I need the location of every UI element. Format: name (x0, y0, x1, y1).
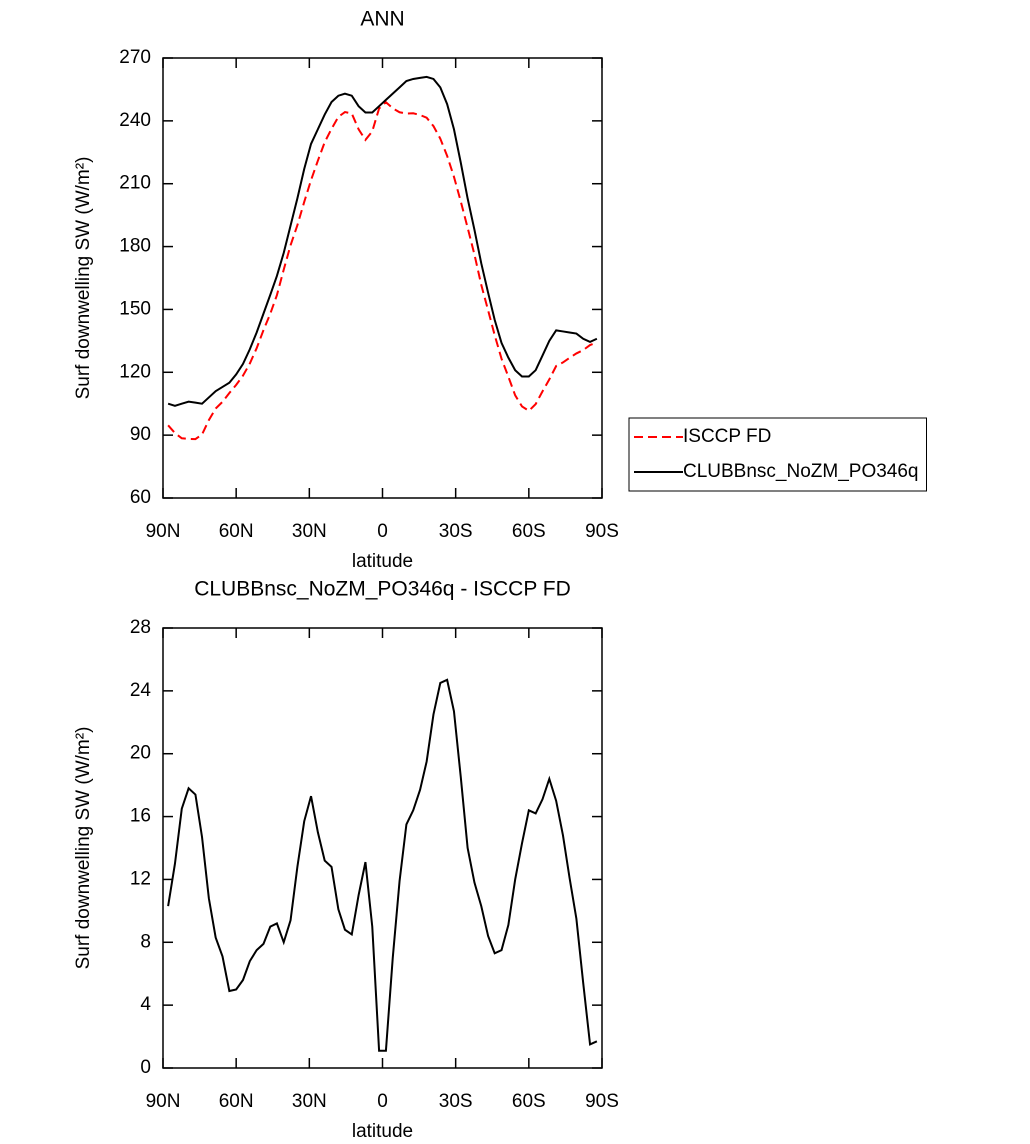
x-tick-label: 30S (439, 521, 473, 542)
y-tick-label: 28 (130, 617, 151, 638)
y-tick-label: 12 (130, 868, 151, 889)
x-tick-label: 90N (146, 521, 181, 542)
x-tick-label: 60N (219, 521, 254, 542)
x-tick-label: 30S (439, 1091, 473, 1112)
legend-label: ISCCP FD (683, 426, 771, 447)
x-tick-label: 0 (377, 521, 388, 542)
series-line (167, 678, 598, 1052)
x-tick-label: 60S (512, 1091, 546, 1112)
y-tick-label: 210 (119, 173, 151, 194)
x-tick-label: 30N (292, 1091, 327, 1112)
y-tick-label: 180 (119, 236, 151, 257)
legend-box (628, 417, 927, 492)
plot-frame (162, 627, 603, 1069)
y-tick-label: 4 (140, 994, 151, 1015)
legend-label: CLUBBnsc_NoZM_PO346q (683, 461, 919, 482)
y-axis-label: Surf downwelling SW (W/m²) (73, 157, 94, 400)
x-tick-label: 90S (585, 1091, 619, 1112)
x-axis-label: latitude (352, 1121, 413, 1142)
y-tick-label: 60 (130, 487, 151, 508)
x-axis-label: latitude (352, 551, 413, 572)
y-tick-label: 240 (119, 110, 151, 131)
x-tick-label: 90N (146, 1091, 181, 1112)
chart-title: ANN (360, 8, 404, 31)
y-axis-label: Surf downwelling SW (W/m²) (73, 727, 94, 970)
series-line (167, 75, 598, 407)
x-tick-label: 60S (512, 521, 546, 542)
plot-frame (162, 57, 603, 499)
x-tick-label: 30N (292, 521, 327, 542)
x-tick-label: 60N (219, 1091, 254, 1112)
x-tick-label: 0 (377, 1091, 388, 1112)
y-tick-label: 8 (140, 931, 151, 952)
y-tick-label: 24 (130, 680, 152, 701)
y-tick-label: 16 (130, 806, 151, 827)
chart-title: CLUBBnsc_NoZM_PO346q - ISCCP FD (194, 578, 571, 601)
y-tick-label: 90 (130, 424, 151, 445)
x-tick-label: 90S (585, 521, 619, 542)
y-tick-label: 150 (119, 298, 151, 319)
y-tick-label: 20 (130, 743, 151, 764)
y-tick-label: 270 (119, 47, 151, 68)
y-tick-label: 0 (140, 1057, 151, 1078)
series-line (167, 100, 598, 441)
y-tick-label: 120 (119, 361, 151, 382)
